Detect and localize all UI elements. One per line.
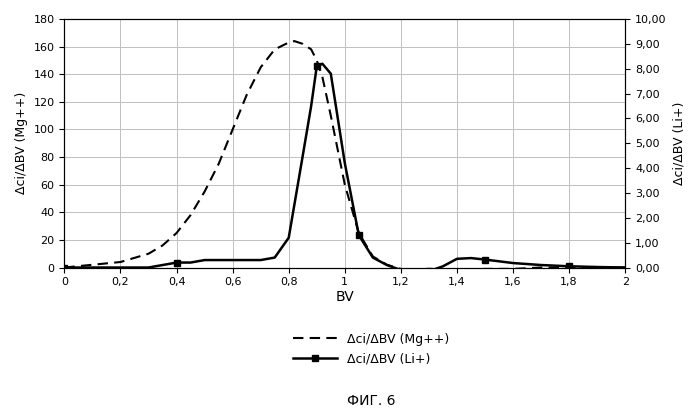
Δci/ΔBV (Li+) — [214, 258, 223, 263]
Δci/ΔBV (Mg++) — [397, 266, 405, 271]
Δci/ΔBV (Mg++) — [256, 65, 265, 70]
Δci/ΔBV (Li+) — [537, 263, 545, 267]
Δci/ΔBV (Li+) — [186, 260, 195, 265]
Δci/ΔBV (Mg++) — [284, 40, 293, 45]
Δci/ΔBV (Li+) — [242, 258, 251, 263]
Δci/ΔBV (Mg++) — [172, 231, 181, 236]
Δci/ΔBV (Mg++) — [425, 269, 433, 274]
Δci/ΔBV (Li+) — [307, 103, 316, 108]
Δci/ΔBV (Li+) — [299, 153, 307, 158]
Δci/ΔBV (Mg++) — [411, 268, 419, 273]
Δci/ΔBV (Mg++) — [509, 266, 517, 271]
Δci/ΔBV (Mg++) — [290, 38, 298, 43]
Δci/ΔBV (Mg++) — [537, 265, 545, 270]
Δci/ΔBV (Li+) — [467, 256, 475, 261]
Δci/ΔBV (Mg++) — [481, 266, 489, 271]
Δci/ΔBV (Li+) — [318, 61, 327, 66]
Δci/ΔBV (Mg++) — [116, 260, 125, 265]
Δci/ΔBV (Mg++) — [130, 255, 139, 260]
Δci/ΔBV (Li+) — [313, 64, 321, 69]
Δci/ΔBV (Li+) — [425, 269, 433, 274]
Δci/ΔBV (Mg++) — [214, 162, 223, 166]
Δci/ΔBV (Mg++) — [307, 47, 316, 52]
Δci/ΔBV (Mg++) — [186, 213, 195, 218]
Legend: Δci/ΔBV (Mg++), Δci/ΔBV (Li+): Δci/ΔBV (Mg++), Δci/ΔBV (Li+) — [288, 328, 454, 370]
Δci/ΔBV (Mg++) — [453, 268, 461, 273]
Line: Δci/ΔBV (Mg++): Δci/ΔBV (Mg++) — [64, 41, 625, 272]
Δci/ΔBV (Mg++) — [621, 265, 629, 270]
Δci/ΔBV (Li+) — [60, 265, 69, 270]
Δci/ΔBV (Li+) — [439, 264, 447, 269]
Δci/ΔBV (Mg++) — [318, 74, 327, 79]
Δci/ΔBV (Li+) — [355, 233, 363, 238]
Δci/ΔBV (Mg++) — [299, 41, 307, 46]
Δci/ΔBV (Li+) — [383, 263, 391, 267]
Δci/ΔBV (Li+) — [88, 265, 97, 270]
Δci/ΔBV (Li+) — [172, 260, 181, 265]
Δci/ΔBV (Li+) — [284, 235, 293, 240]
Δci/ΔBV (Li+) — [116, 265, 125, 270]
Δci/ΔBV (Mg++) — [565, 265, 573, 270]
Δci/ΔBV (Li+) — [200, 258, 209, 263]
Δci/ΔBV (Mg++) — [270, 47, 279, 52]
Δci/ΔBV (Mg++) — [144, 251, 153, 256]
Line: Δci/ΔBV (Li+): Δci/ΔBV (Li+) — [64, 64, 625, 271]
Δci/ΔBV (Mg++) — [369, 254, 377, 259]
Δci/ΔBV (Li+) — [593, 265, 601, 270]
Δci/ΔBV (Li+) — [509, 261, 517, 265]
Text: ФИГ. 6: ФИГ. 6 — [346, 394, 395, 408]
Δci/ΔBV (Mg++) — [102, 261, 111, 266]
Δci/ΔBV (Mg++) — [439, 269, 447, 274]
Δci/ΔBV (Mg++) — [341, 182, 349, 187]
Δci/ΔBV (Li+) — [228, 258, 237, 263]
Δci/ΔBV (Mg++) — [355, 231, 363, 236]
Δci/ΔBV (Li+) — [481, 257, 489, 262]
Δci/ΔBV (Li+) — [270, 255, 279, 260]
Δci/ΔBV (Li+) — [397, 267, 405, 272]
Δci/ΔBV (Mg++) — [88, 262, 97, 267]
Δci/ΔBV (Li+) — [369, 255, 377, 260]
Δci/ΔBV (Mg++) — [200, 189, 209, 194]
Δci/ΔBV (Li+) — [256, 258, 265, 263]
Δci/ΔBV (Li+) — [621, 265, 629, 270]
Y-axis label: Δci/ΔBV (Li+): Δci/ΔBV (Li+) — [672, 101, 685, 185]
Δci/ΔBV (Mg++) — [383, 262, 391, 267]
Δci/ΔBV (Li+) — [341, 161, 349, 166]
Δci/ΔBV (Li+) — [495, 259, 503, 264]
Δci/ΔBV (Li+) — [144, 265, 153, 270]
Δci/ΔBV (Mg++) — [74, 264, 83, 269]
Δci/ΔBV (Li+) — [565, 264, 573, 269]
X-axis label: BV: BV — [335, 290, 354, 304]
Δci/ΔBV (Mg++) — [327, 113, 335, 118]
Δci/ΔBV (Li+) — [453, 256, 461, 261]
Δci/ΔBV (Mg++) — [60, 265, 69, 270]
Y-axis label: Δci/ΔBV (Mg++): Δci/ΔBV (Mg++) — [15, 92, 28, 194]
Δci/ΔBV (Li+) — [327, 71, 335, 76]
Δci/ΔBV (Mg++) — [158, 243, 167, 248]
Δci/ΔBV (Mg++) — [313, 58, 321, 63]
Δci/ΔBV (Mg++) — [242, 92, 251, 97]
Δci/ΔBV (Li+) — [411, 269, 419, 274]
Δci/ΔBV (Mg++) — [228, 127, 237, 132]
